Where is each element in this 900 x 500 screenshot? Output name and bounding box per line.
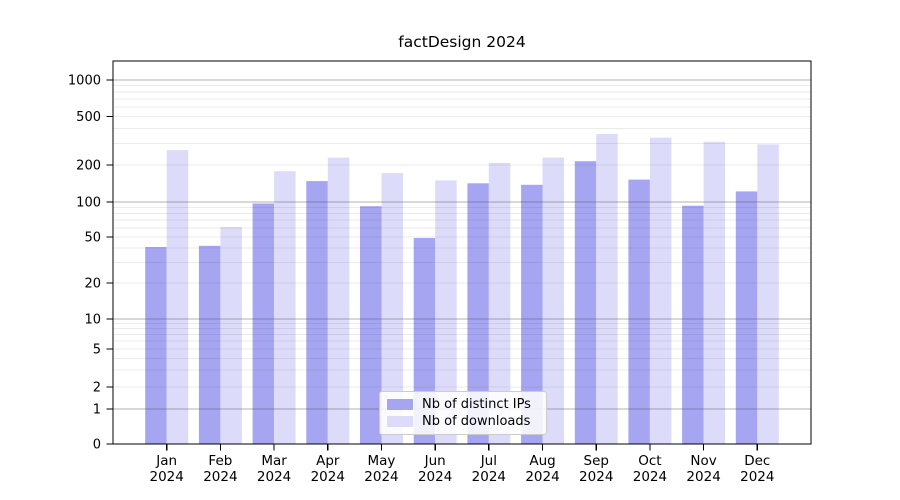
bar-downloads-jul	[488, 162, 511, 444]
svg-text:May: May	[368, 453, 396, 469]
bar-ips-feb	[198, 245, 221, 444]
legend-item-downloads: Nb of downloads	[387, 414, 539, 429]
svg-text:2024: 2024	[150, 469, 184, 485]
legend-label-downloads: Nb of downloads	[422, 414, 531, 430]
legend-label-distinct-ips: Nb of distinct IPs	[422, 396, 531, 412]
svg-text:2024: 2024	[203, 469, 237, 485]
bar-downloads-jan	[166, 150, 189, 444]
bar-downloads-sep	[596, 133, 618, 444]
svg-text:Nov: Nov	[690, 453, 716, 469]
legend-swatch-distinct-ips	[387, 398, 413, 410]
svg-text:2024: 2024	[579, 469, 613, 485]
svg-text:200: 200	[76, 159, 101, 174]
bar-downloads-nov	[703, 141, 726, 445]
bar-ips-dec	[735, 191, 758, 444]
svg-text:2024: 2024	[472, 469, 506, 485]
svg-text:2024: 2024	[418, 469, 452, 485]
svg-text:Sep: Sep	[584, 453, 609, 469]
svg-text:0: 0	[93, 438, 101, 453]
chart-title: factDesign 2024	[398, 33, 526, 51]
svg-text:10: 10	[84, 313, 101, 328]
svg-text:2024: 2024	[257, 469, 291, 485]
svg-text:Mar: Mar	[261, 453, 287, 469]
legend-swatch-downloads	[387, 416, 413, 428]
svg-text:Jan: Jan	[155, 453, 177, 469]
svg-text:2024: 2024	[311, 469, 345, 485]
legend: Nb of distinct IPs Nb of downloads	[379, 391, 547, 435]
svg-text:2024: 2024	[633, 469, 667, 485]
bar-downloads-mar	[274, 171, 296, 444]
svg-text:Jul: Jul	[480, 453, 497, 469]
svg-text:2024: 2024	[364, 469, 398, 485]
svg-text:Aug: Aug	[529, 453, 555, 469]
bar-downloads-may	[381, 173, 403, 444]
svg-text:Dec: Dec	[744, 453, 770, 469]
bar-downloads-oct	[649, 137, 672, 444]
svg-text:2024: 2024	[740, 469, 774, 485]
svg-text:1: 1	[93, 403, 101, 418]
svg-text:2024: 2024	[525, 469, 559, 485]
bar-downloads-feb	[220, 227, 242, 444]
bar-ips-mar	[252, 203, 275, 444]
legend-item-distinct-ips: Nb of distinct IPs	[387, 397, 539, 412]
bar-downloads-jun	[435, 180, 457, 444]
svg-text:2024: 2024	[686, 469, 720, 485]
svg-text:5: 5	[93, 343, 101, 358]
bar-ips-oct	[628, 179, 650, 444]
bar-ips-may	[360, 206, 382, 444]
svg-text:Apr: Apr	[316, 453, 340, 469]
svg-text:Oct: Oct	[638, 453, 661, 469]
svg-text:50: 50	[84, 231, 101, 246]
svg-text:500: 500	[76, 110, 101, 125]
svg-text:20: 20	[84, 277, 101, 292]
bar-downloads-apr	[327, 157, 350, 444]
bar-ips-aug	[521, 184, 543, 445]
svg-text:1000: 1000	[68, 74, 101, 89]
bar-ips-nov	[682, 205, 704, 444]
svg-text:100: 100	[76, 196, 101, 211]
bar-ips-jul	[467, 183, 489, 445]
bar-downloads-aug	[542, 157, 564, 444]
svg-text:Jun: Jun	[424, 453, 446, 469]
svg-text:Feb: Feb	[208, 453, 232, 469]
bar-ips-sep	[574, 161, 597, 444]
svg-text:2: 2	[93, 381, 101, 396]
bar-downloads-dec	[757, 144, 779, 444]
bar-ips-jan	[145, 247, 167, 444]
bar-ips-apr	[306, 181, 328, 444]
